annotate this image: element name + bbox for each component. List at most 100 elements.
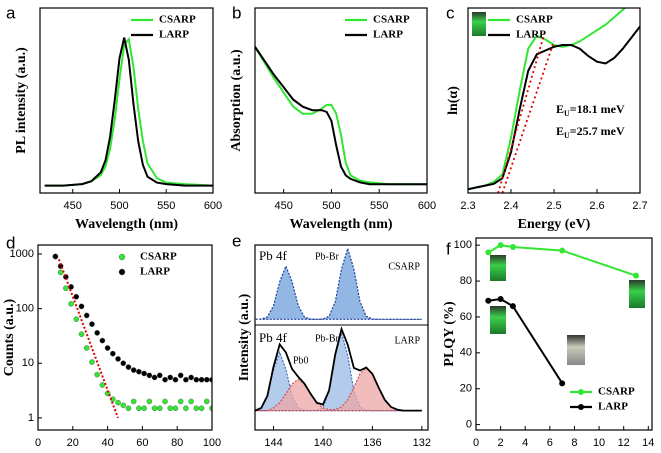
point [172,405,179,412]
panel-letter: d [6,233,15,252]
legend-label: CSARP [140,251,177,263]
annotation-sub: U [564,109,570,118]
x-tick-label: 500 [110,200,128,212]
x-tick-label: 132 [413,437,431,449]
marker [633,272,639,279]
point [99,337,106,344]
point [73,293,80,300]
point [151,405,158,412]
point [89,321,95,327]
y-axis-label: PLQY (%) [442,301,457,367]
plot-area [52,253,212,419]
axes-frame [475,237,653,431]
y-tick-label: 1 [28,412,34,424]
x-axis-label: Energy (eV) [518,217,591,232]
x-tick-label: 450 [274,200,292,212]
point [104,345,111,351]
x-tick-label: 2.7 [632,200,647,212]
panel: a Wavelength (nm) PL intensity (a.u.) 450 50… [6,3,222,232]
x-tick-label: 14 [642,437,654,449]
panel: fTime (day)PLQY (%)024681012140204060801… [442,237,654,449]
series-line [468,25,640,191]
point [167,405,174,412]
annotation-part: =25.7 meV [570,124,625,138]
series-line [255,46,427,186]
point [52,253,59,260]
x-tick-label: 6 [547,437,553,449]
point [172,376,179,383]
legend-marker [118,253,126,261]
y-tick-label: 40 [460,347,472,359]
point [151,374,158,381]
marker [559,247,566,254]
x-tick-label: 20 [67,437,79,449]
point [203,398,210,405]
x-tick-label: 144 [264,437,282,449]
x-tick-label: 8 [571,437,577,449]
y-tick-label: 100 [16,303,34,315]
axes-frame [254,244,429,431]
panel-letter: b [232,3,241,22]
x-tick-label: 450 [64,200,82,212]
x-tick-label: 550 [370,200,388,212]
annotation-part: =18.1 meV [570,102,625,116]
point [177,372,184,379]
x-tick-label: 80 [171,437,183,449]
point [125,364,132,370]
point [167,374,174,381]
x-tick-label: 600 [418,200,436,212]
marker [497,242,504,249]
point [120,402,127,409]
marker [509,303,516,310]
legend-label: CSARP [373,14,410,26]
annotation: Pb-Br [315,333,340,344]
plot-area [468,8,640,193]
x-tick-label: 2.3 [460,200,475,212]
series-line [255,46,427,186]
component-area [255,246,422,320]
fit-line [497,29,547,193]
envelope-line [255,326,422,412]
panel: dTime (ns)Counts (a.u.)02040608010011010… [2,233,221,449]
point [141,370,147,377]
subplot-label: LARP [394,335,420,346]
point [203,376,210,383]
legend-label: LARP [159,29,189,41]
marker [485,249,492,256]
x-tick-label: 600 [204,200,222,212]
vial [472,12,486,36]
point [73,316,80,323]
legend-label: CSARP [598,386,635,398]
point [146,398,153,405]
axes-frame [254,7,428,194]
axes-frame [467,7,641,194]
annotation: Pb0 [293,355,309,366]
x-tick-label: 40 [101,437,113,449]
series-line [488,297,564,384]
marker [559,380,566,387]
y-axis-label: Counts (a.u.) [2,298,17,376]
series-line [44,37,213,187]
point [63,285,69,292]
legend-label: LARP [373,29,403,41]
annotation-sub: U [564,131,570,140]
axes-frame [39,7,214,194]
point [193,376,200,383]
plot-area [255,246,422,412]
x-tick-label: 500 [322,200,340,212]
point [68,301,74,307]
y-tick-label: 1000 [10,248,34,260]
x-tick-label: 2.5 [546,200,561,212]
fit-line [57,258,119,419]
point [94,330,100,336]
point [130,398,137,405]
y-axis-label: Intensity (a.u.) [237,293,252,381]
panel-letter: a [6,3,16,22]
point [125,405,132,412]
vial [490,255,506,281]
point [183,376,189,383]
point [183,405,189,412]
annotation: Pb 4f [259,248,287,263]
point [136,368,142,375]
